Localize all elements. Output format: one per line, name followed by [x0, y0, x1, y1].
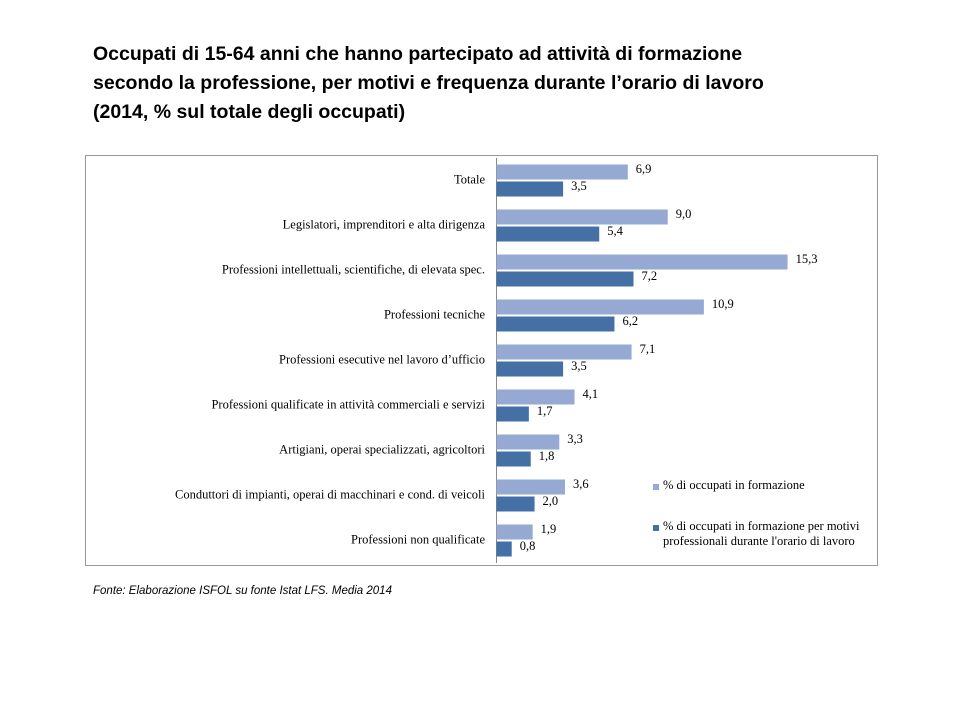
value-label: 1,7 — [537, 404, 553, 418]
value-label: 3,6 — [573, 477, 589, 491]
chart-frame — [85, 155, 878, 566]
bar — [496, 496, 535, 512]
bar — [496, 406, 529, 422]
bar — [496, 226, 600, 242]
value-label: 3,3 — [567, 432, 583, 446]
title-line: secondo la professione, per motivi e fre… — [93, 72, 764, 94]
value-label: 4,1 — [583, 387, 599, 401]
bar — [496, 316, 615, 332]
value-label: 9,0 — [676, 207, 692, 221]
y-tick-label: Totale — [454, 172, 486, 186]
value-label: 5,4 — [607, 224, 623, 238]
bar — [496, 451, 531, 467]
legend-swatch — [653, 484, 659, 490]
source: Fonte: Elaborazione ISFOL su fonte Istat… — [93, 585, 392, 597]
value-label: 3,5 — [571, 179, 587, 193]
value-label: 0,8 — [520, 539, 536, 553]
value-label: 6,2 — [622, 314, 638, 328]
legend-label: % di occupati in formazione per motivi p… — [663, 519, 860, 548]
bar — [496, 344, 632, 360]
legend-label: % di occupati in formazione — [663, 478, 805, 492]
title: Occupati di 15-64 anni che hanno parteci… — [93, 40, 764, 127]
y-tick-label: Artigiani, operai specializzati, agricol… — [279, 442, 485, 456]
bar — [496, 209, 668, 225]
bar — [496, 434, 560, 450]
y-tick-label: Professioni non qualificate — [351, 532, 485, 546]
bar — [496, 164, 628, 180]
legend-entry: % di occupati in formazione — [663, 478, 805, 492]
value-label: 1,9 — [541, 522, 557, 536]
y-tick-label: Professioni qualificate in attività comm… — [211, 397, 485, 411]
y-tick-label: Conduttori di impianti, operai di macchi… — [175, 487, 486, 501]
y-tick-label: Professioni esecutive nel lavoro d’uffic… — [279, 352, 485, 366]
title-line: (2014, % sul totale degli occupati) — [93, 101, 406, 123]
legend-entry: % di occupati in formazione per motivi p… — [663, 519, 860, 548]
y-tick-label: Professioni intellettuali, scientifiche,… — [222, 262, 485, 276]
bar — [496, 361, 564, 377]
value-label: 15,3 — [796, 252, 818, 266]
value-label: 2,0 — [543, 494, 559, 508]
title-line: Occupati di 15-64 anni che hanno parteci… — [93, 43, 743, 65]
legend-swatch — [653, 525, 659, 531]
value-label: 7,1 — [640, 342, 656, 356]
value-label: 3,5 — [571, 359, 587, 373]
y-tick-label: Professioni tecniche — [384, 307, 485, 321]
bar — [496, 299, 704, 315]
value-label: 7,2 — [641, 269, 657, 283]
bar — [496, 479, 565, 495]
bar — [496, 524, 533, 540]
bar — [496, 541, 512, 557]
bar — [496, 254, 788, 270]
bar — [496, 389, 575, 405]
y-tick-label: Legislatori, imprenditori e alta dirigen… — [283, 217, 486, 231]
value-label: 10,9 — [712, 297, 734, 311]
value-label: 6,9 — [636, 162, 652, 176]
bar — [496, 181, 564, 197]
bar — [496, 271, 634, 287]
value-label: 1,8 — [539, 449, 555, 463]
